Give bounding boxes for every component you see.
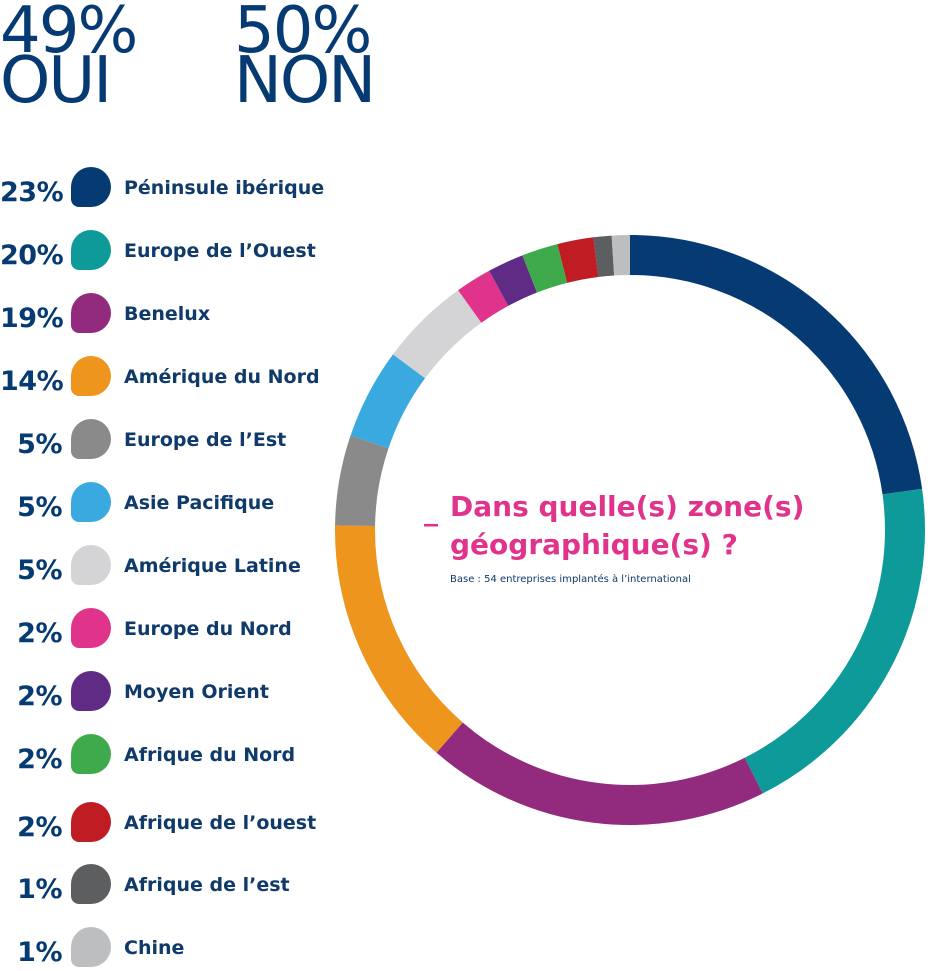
legend-percent: 5% <box>17 492 62 523</box>
donut-slice <box>744 488 925 794</box>
legend-swatch <box>71 864 111 904</box>
legend-item: 2% Afrique du Nord <box>0 734 330 778</box>
donut-slice <box>458 270 509 323</box>
legend-label: Europe de l’Est <box>124 429 287 451</box>
legend-item: 19% Benelux <box>0 293 330 337</box>
question-dash: _ <box>424 494 438 527</box>
legend-percent: 2% <box>17 681 62 712</box>
legend-label: Europe de l’Ouest <box>124 240 316 262</box>
oui-stat: 49% OUI <box>0 0 138 118</box>
legend-swatch <box>71 802 111 842</box>
legend-percent: 19% <box>0 303 64 334</box>
legend-item: 5% Europe de l’Est <box>0 419 330 463</box>
legend-label: Péninsule ibérique <box>124 177 325 199</box>
legend-label: Afrique du Nord <box>124 744 296 766</box>
legend-percent: 5% <box>17 429 62 460</box>
donut-slice <box>593 235 615 277</box>
legend-swatch <box>71 927 111 967</box>
legend-swatch <box>71 545 111 585</box>
legend-swatch <box>71 482 111 522</box>
legend-percent: 5% <box>17 555 62 586</box>
legend-label: Amérique du Nord <box>124 366 320 388</box>
donut-slice <box>557 237 599 283</box>
legend-label: Moyen Orient <box>124 681 269 703</box>
donut-slice <box>522 244 568 293</box>
donut-slice <box>489 255 538 307</box>
donut-slice <box>350 354 426 449</box>
legend-item: 1% Chine <box>0 927 330 971</box>
legend-swatch <box>71 167 111 207</box>
legend-item: 5% Asie Pacifique <box>0 482 330 526</box>
legend-item: 5% Amérique Latine <box>0 545 330 589</box>
donut-chart <box>335 235 925 825</box>
legend-swatch <box>71 293 111 333</box>
donut-slice <box>629 235 923 495</box>
donut-slice <box>335 435 389 527</box>
legend-percent: 23% <box>0 177 64 208</box>
non-percent: 50% <box>234 0 372 68</box>
legend-percent: 14% <box>0 366 64 397</box>
legend-item: 1% Afrique de l’est <box>0 864 330 908</box>
legend-swatch <box>71 671 111 711</box>
legend-swatch <box>71 608 111 648</box>
legend-item: 14% Amérique du Nord <box>0 356 330 400</box>
legend-percent: 1% <box>17 937 62 968</box>
legend-swatch <box>71 230 111 270</box>
question-base-note: Base : 54 entreprises implantés à l’inte… <box>450 574 691 585</box>
donut-slice <box>611 235 631 276</box>
legend-percent: 2% <box>17 744 62 775</box>
non-stat: 50% NON <box>234 0 376 118</box>
legend-item: 20% Europe de l’Ouest <box>0 230 330 274</box>
legend-item: 2% Moyen Orient <box>0 671 330 715</box>
legend-label: Afrique de l’est <box>124 874 290 896</box>
non-label: NON <box>234 44 376 118</box>
legend-swatch <box>71 419 111 459</box>
legend-label: Chine <box>124 937 185 959</box>
legend-swatch <box>71 356 111 396</box>
legend-item: 2% Europe du Nord <box>0 608 330 652</box>
legend-item: 2% Afrique de l’ouest <box>0 802 330 846</box>
legend-item: 23% Péninsule ibérique <box>0 167 330 211</box>
legend-label: Asie Pacifique <box>124 492 275 514</box>
legend-swatch <box>71 734 111 774</box>
donut-slice <box>392 290 482 379</box>
legend-label: Benelux <box>124 303 211 325</box>
donut-slice <box>335 525 463 753</box>
legend-label: Europe du Nord <box>124 618 292 640</box>
legend-label: Afrique de l’ouest <box>124 812 317 834</box>
legend-percent: 2% <box>17 812 62 843</box>
legend-label: Amérique Latine <box>124 555 301 577</box>
legend-percent: 20% <box>0 240 64 271</box>
legend-percent: 2% <box>17 618 62 649</box>
oui-percent: 49% <box>0 0 138 68</box>
oui-label: OUI <box>0 44 112 118</box>
donut-slice <box>436 722 763 825</box>
question-title: Dans quelle(s) zone(s) géographique(s) ? <box>450 490 805 561</box>
legend-percent: 1% <box>17 874 62 905</box>
